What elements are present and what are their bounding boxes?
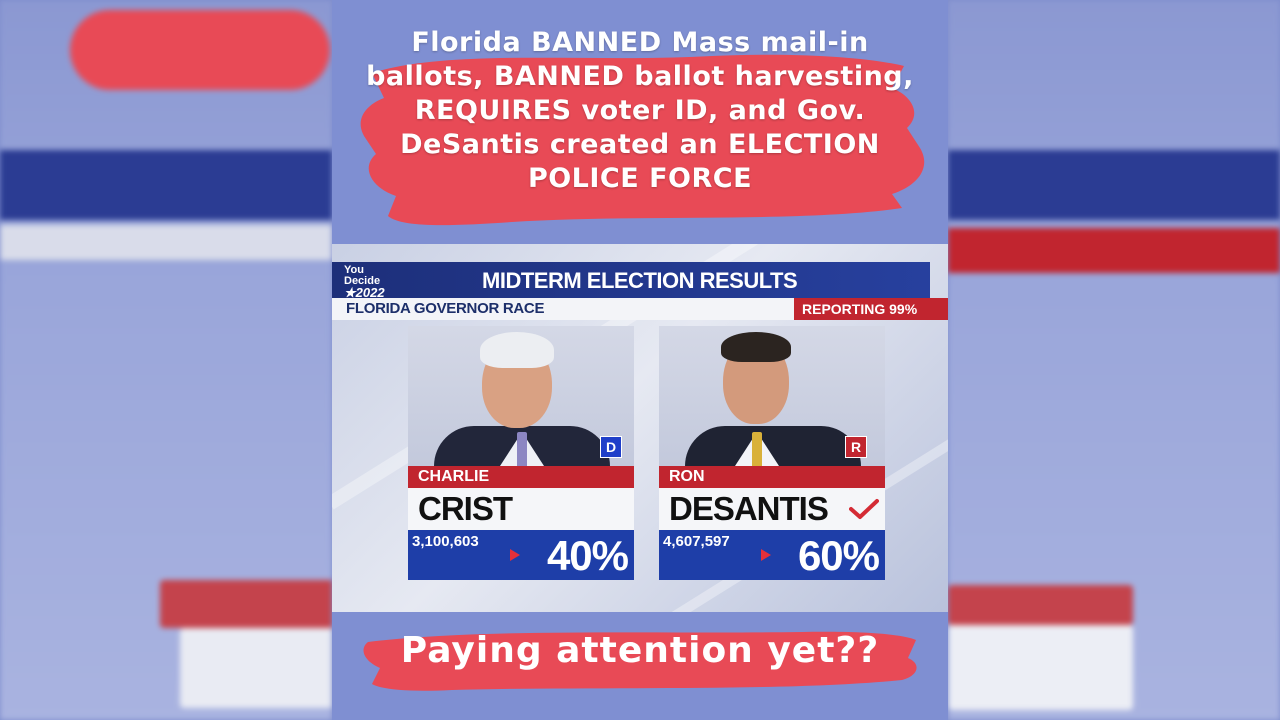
vote-count: 4,607,597 [663, 533, 730, 550]
headline-block: Florida BANNED Mass mail-in ballots, BAN… [332, 18, 948, 238]
blurred-reporting-band [948, 228, 1280, 273]
blurred-header-band [948, 150, 1280, 220]
blurred-name-box [180, 628, 332, 708]
vote-percent: 40% [546, 532, 629, 579]
results-title: MIDTERM ELECTION RESULTS [482, 268, 798, 293]
vote-count: 3,100,603 [412, 533, 479, 550]
election-results-graphic: You Decide ★2022 MIDTERM ELECTION RESULT… [332, 244, 948, 612]
red-brush-stroke [363, 631, 917, 691]
blurred-brush-stroke [70, 10, 330, 90]
party-badge: R [845, 436, 867, 458]
blurred-name-box [948, 625, 1133, 710]
vote-percent: 60% [797, 532, 880, 579]
reporting-badge: REPORTING 99% [794, 298, 948, 320]
blurred-name-bar [948, 585, 1133, 625]
blurred-right-panel [948, 0, 1280, 720]
winner-check-icon [849, 499, 879, 519]
candidate-last-name: CRIST [408, 488, 634, 530]
candidate-photo [408, 326, 634, 466]
blurred-left-panel [0, 0, 332, 720]
party-badge: D [600, 436, 622, 458]
vote-bar: 4,607,597 60% [659, 530, 885, 580]
bottom-caption-block: Paying attention yet?? [332, 620, 948, 700]
arrow-icon [761, 549, 771, 561]
blurred-header-band [0, 150, 332, 220]
candidate-card-desantis: R RON DESANTIS 4,607,597 60% [659, 326, 885, 582]
results-header-bar: You Decide ★2022 MIDTERM ELECTION RESULT… [332, 262, 930, 300]
center-panel: Florida BANNED Mass mail-in ballots, BAN… [332, 0, 948, 720]
vote-bar: 3,100,603 40% [408, 530, 634, 580]
candidate-first-name: RON [659, 466, 885, 488]
arrow-icon [510, 549, 520, 561]
headline-text: Florida BANNED Mass mail-in ballots, BAN… [366, 27, 914, 194]
red-brush-stroke [360, 54, 925, 226]
candidate-first-name: CHARLIE [408, 466, 634, 488]
bottom-caption-text: Paying attention yet?? [400, 630, 880, 671]
race-label: FLORIDA GOVERNOR RACE [346, 300, 545, 317]
blurred-name-bar [160, 580, 332, 628]
candidate-card-crist: D CHARLIE CRIST 3,100,603 40% [408, 326, 634, 582]
you-decide-logo: You Decide ★2022 [344, 264, 385, 300]
candidate-last-name: DESANTIS [659, 488, 885, 530]
blurred-subheader-band [0, 225, 332, 260]
